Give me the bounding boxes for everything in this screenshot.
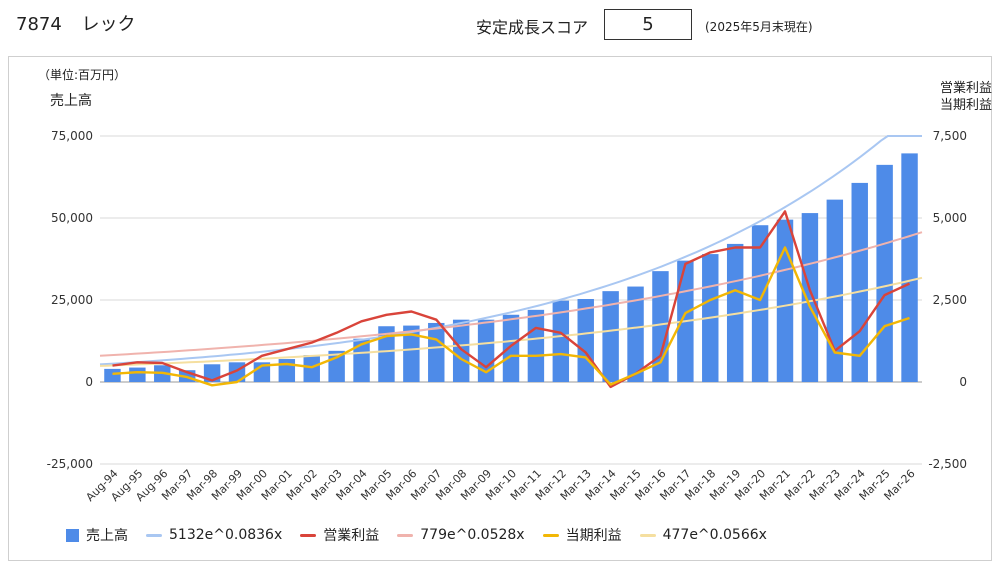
y-axis-right-title: 営業利益 当期利益 bbox=[940, 80, 992, 114]
bar-sales bbox=[477, 319, 495, 382]
legend-label-operating-trend: 779e^0.0528x bbox=[420, 527, 525, 543]
legend-item-sales-trend: 5132e^0.0836x bbox=[146, 527, 282, 543]
y-tick-left: 25,000 bbox=[51, 293, 93, 307]
trendline-sales bbox=[99, 135, 922, 366]
score-label: 安定成長スコア bbox=[476, 18, 589, 37]
y-tick-right: -2,500 bbox=[928, 457, 967, 471]
stock-code: 7874 bbox=[16, 14, 62, 35]
bar-sales bbox=[826, 199, 844, 382]
score-note: (2025年5月末現在) bbox=[705, 20, 813, 34]
y-axis-right-title-2: 当期利益 bbox=[939, 98, 992, 113]
bar-sales bbox=[403, 325, 420, 382]
y-tick-left: 50,000 bbox=[51, 211, 93, 225]
bar-sales bbox=[876, 164, 893, 382]
chart-frame bbox=[8, 56, 992, 561]
bar-sales bbox=[353, 338, 370, 382]
y-tick-left: 0 bbox=[85, 375, 93, 389]
line-net-profit bbox=[112, 246, 910, 387]
stock-title: 7874 レック bbox=[16, 10, 150, 36]
legend-label-sales: 売上高 bbox=[86, 528, 128, 544]
y-tick-right: 7,500 bbox=[933, 129, 967, 143]
bar-sales bbox=[751, 225, 769, 382]
bar-sales bbox=[452, 319, 470, 382]
bar-sales bbox=[577, 299, 594, 382]
bar-sales bbox=[552, 300, 570, 382]
line-operating-profit bbox=[112, 210, 911, 389]
score-value: 5 bbox=[604, 9, 692, 40]
legend-swatch-operating-trend bbox=[397, 533, 414, 537]
legend-label-net-trend: 477e^0.0566x bbox=[662, 527, 767, 543]
legend-item-net-trend: 477e^0.0566x bbox=[639, 527, 767, 543]
bar-sales bbox=[378, 326, 395, 382]
y-tick-left: 75,000 bbox=[51, 129, 93, 143]
y-tick-right: 0 bbox=[959, 375, 967, 389]
y-tick-right: 2,500 bbox=[933, 293, 967, 307]
y-tick-right: 5,000 bbox=[933, 211, 967, 225]
bar-sales bbox=[851, 182, 868, 382]
trendline-net bbox=[99, 276, 923, 367]
legend-item-sales: 売上高 bbox=[66, 525, 128, 545]
legend-swatch-sales bbox=[66, 528, 79, 542]
bar-sales bbox=[104, 368, 121, 382]
legend-label-net: 当期利益 bbox=[565, 528, 622, 544]
legend-item-operating: 営業利益 bbox=[300, 525, 379, 545]
y-axis-right-title-1: 営業利益 bbox=[939, 81, 992, 96]
legend-swatch-operating bbox=[300, 533, 317, 537]
bar-sales bbox=[527, 309, 545, 382]
bar-sales bbox=[776, 219, 794, 382]
y-axis-left-title: 売上高 bbox=[50, 93, 92, 109]
legend: 売上高 5132e^0.0836x 営業利益 779e^0.0528x 当期利益… bbox=[66, 525, 785, 545]
legend-item-net: 当期利益 bbox=[542, 525, 622, 545]
bar-sales bbox=[602, 291, 619, 382]
legend-label-operating: 営業利益 bbox=[323, 528, 380, 544]
legend-item-operating-trend: 779e^0.0528x bbox=[397, 527, 525, 543]
unit-label: （単位:百万円） bbox=[38, 68, 127, 82]
bar-sales bbox=[901, 153, 918, 382]
legend-swatch-net bbox=[542, 533, 559, 537]
legend-swatch-net-trend bbox=[639, 533, 656, 537]
bar-sales bbox=[278, 359, 296, 382]
bar-sales bbox=[627, 286, 644, 382]
company-name: レック bbox=[81, 14, 136, 35]
bar-sales bbox=[502, 314, 520, 382]
legend-label-sales-trend: 5132e^0.0836x bbox=[169, 527, 283, 543]
bar-sales bbox=[129, 367, 146, 382]
bar-sales bbox=[303, 355, 320, 382]
y-tick-left: -25,000 bbox=[47, 457, 93, 471]
legend-swatch-sales-trend bbox=[146, 533, 162, 537]
bar-sales bbox=[428, 322, 445, 382]
bar-sales bbox=[801, 213, 819, 382]
trendline-operating bbox=[99, 231, 923, 357]
